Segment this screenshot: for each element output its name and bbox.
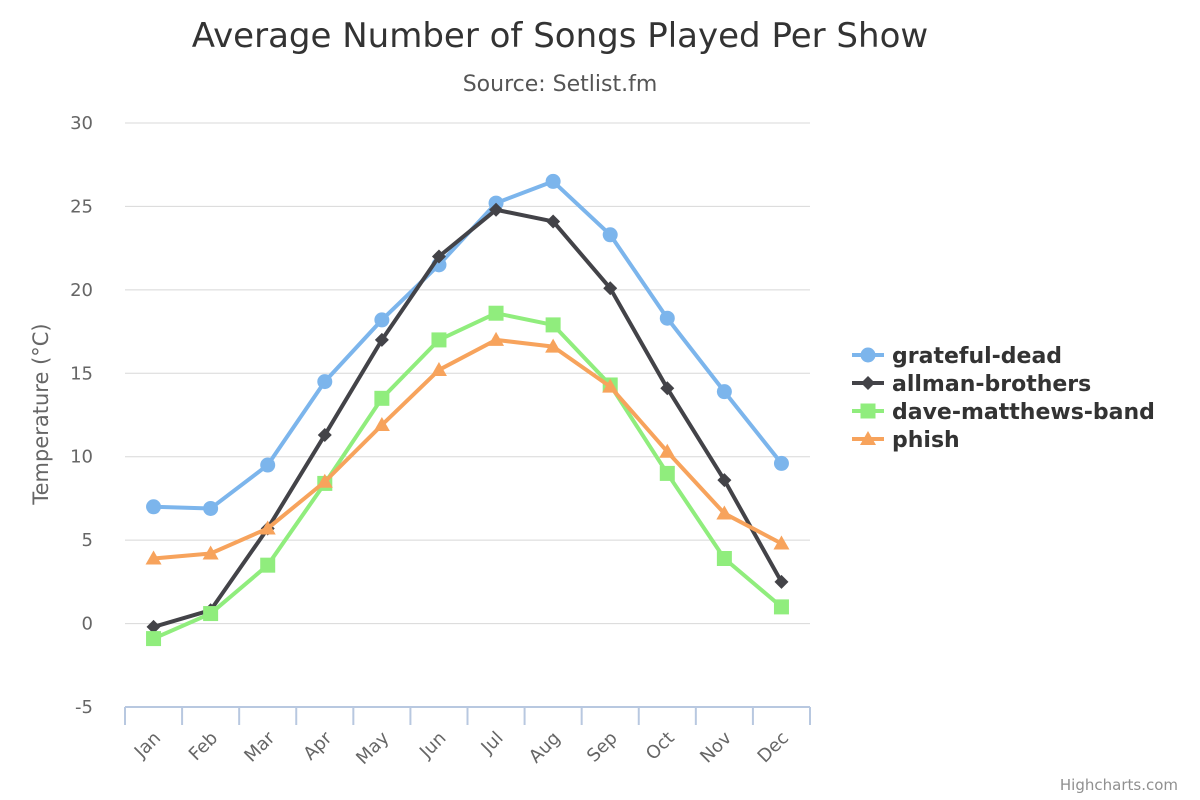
x-tick-label: Aug [525, 728, 565, 768]
x-tick-label: Apr [299, 727, 336, 764]
x-tick-label: Nov [696, 727, 736, 767]
legend-marker-icon [861, 376, 875, 390]
data-point-phish[interactable] [373, 417, 390, 432]
legend-marker-icon [860, 347, 876, 363]
x-tick-label: Mar [240, 727, 279, 766]
data-point-allman-brothers[interactable] [489, 202, 504, 217]
data-point-phish[interactable] [545, 338, 562, 353]
legend-marker-icon [860, 431, 876, 445]
data-point-allman-brothers[interactable] [660, 381, 675, 396]
x-tick-label: Feb [185, 728, 222, 765]
data-point-phish[interactable] [202, 545, 219, 560]
data-point-allman-brothers[interactable] [717, 473, 732, 488]
x-axis [124, 706, 811, 725]
data-point-allman-brothers[interactable] [374, 332, 389, 347]
legend-label: grateful-dead [892, 344, 1062, 369]
legend-label: allman-brothers [892, 372, 1091, 397]
series-line-phish[interactable] [151, 337, 784, 561]
legend-label: phish [892, 428, 960, 453]
x-tick-label: Jul [477, 728, 508, 759]
data-point-grateful-dead[interactable] [260, 457, 276, 473]
data-point-dave-matthews-band[interactable] [203, 606, 219, 622]
data-point-dave-matthews-band[interactable] [431, 332, 447, 348]
chart-subtitle: Source: Setlist.fm [463, 72, 658, 97]
y-tick-label: 15 [70, 363, 93, 384]
x-tick-label: Oct [642, 728, 679, 765]
series-line-grateful-dead[interactable] [151, 179, 784, 511]
data-point-grateful-dead[interactable] [203, 500, 219, 516]
data-point-grateful-dead[interactable] [317, 374, 333, 390]
data-point-dave-matthews-band[interactable] [545, 317, 561, 333]
data-point-dave-matthews-band[interactable] [659, 465, 675, 481]
x-tick-label: May [352, 727, 393, 768]
data-point-allman-brothers[interactable] [546, 214, 561, 229]
data-point-phish[interactable] [488, 331, 505, 346]
data-point-allman-brothers[interactable] [603, 281, 618, 296]
data-point-dave-matthews-band[interactable] [488, 305, 504, 321]
data-point-dave-matthews-band[interactable] [260, 557, 276, 573]
data-point-dave-matthews-band[interactable] [146, 631, 162, 647]
credits-link[interactable]: Highcharts.com [1060, 776, 1178, 794]
y-tick-label: 5 [82, 530, 93, 551]
y-tick-label: 10 [70, 447, 93, 468]
data-point-dave-matthews-band[interactable] [716, 550, 732, 566]
data-point-grateful-dead[interactable] [716, 384, 732, 400]
data-point-grateful-dead[interactable] [146, 499, 162, 515]
x-tick-label: Dec [754, 728, 793, 767]
data-point-grateful-dead[interactable] [659, 310, 675, 326]
data-point-allman-brothers[interactable] [146, 619, 161, 634]
data-point-phish[interactable] [659, 443, 676, 458]
data-point-allman-brothers[interactable] [774, 574, 789, 589]
data-point-phish[interactable] [430, 361, 447, 376]
data-point-phish[interactable] [259, 520, 276, 535]
legend-item-allman-brothers[interactable]: allman-brothers [852, 372, 1091, 397]
data-point-allman-brothers[interactable] [431, 249, 446, 264]
y-tick-label: 0 [82, 614, 93, 635]
data-point-phish[interactable] [145, 550, 162, 565]
series-line-allman-brothers[interactable] [151, 207, 784, 629]
legend-item-dave-matthews-band[interactable]: dave-matthews-band [852, 400, 1155, 425]
data-point-phish[interactable] [316, 473, 333, 488]
legend: grateful-dead allman-brothers dave-matthew… [852, 344, 1155, 453]
data-point-dave-matthews-band[interactable] [773, 599, 789, 615]
series-allman-brothers [146, 202, 789, 634]
series-group [145, 173, 790, 647]
data-point-allman-brothers[interactable] [317, 428, 332, 443]
data-point-phish[interactable] [716, 505, 733, 520]
data-point-grateful-dead[interactable] [773, 455, 789, 471]
y-tick-label: -5 [75, 697, 93, 718]
x-tick-label: Jan [130, 728, 165, 763]
data-point-grateful-dead[interactable] [545, 173, 561, 189]
legend-label: dave-matthews-band [892, 400, 1155, 425]
x-axis-ticks: Jan Feb Mar Apr May Jun Jul Aug Sep Oct Nov Dec [130, 727, 793, 769]
x-tick-label: Sep [583, 728, 622, 767]
y-tick-label: 30 [70, 113, 93, 134]
y-tick-label: 25 [70, 196, 93, 217]
data-point-phish[interactable] [773, 535, 790, 550]
legend-marker-icon [860, 403, 876, 419]
chart-title: Average Number of Songs Played Per Show [192, 16, 928, 56]
y-axis-ticks: -5 0 5 10 15 20 25 30 [70, 113, 93, 718]
y-axis-label: Temperature (°C) [29, 323, 53, 505]
series-grateful-dead [146, 173, 789, 516]
x-tick-label: Jun [415, 728, 450, 763]
series-line-dave-matthews-band[interactable] [151, 311, 784, 641]
legend-item-grateful-dead[interactable]: grateful-dead [852, 344, 1062, 369]
legend-item-phish[interactable]: phish [852, 428, 960, 453]
grid-lines [125, 122, 810, 625]
series-phish [145, 331, 790, 565]
data-point-dave-matthews-band[interactable] [374, 390, 390, 406]
data-point-grateful-dead[interactable] [602, 227, 618, 243]
y-tick-label: 20 [70, 280, 93, 301]
data-point-grateful-dead[interactable] [374, 312, 390, 328]
data-point-phish[interactable] [602, 378, 619, 393]
